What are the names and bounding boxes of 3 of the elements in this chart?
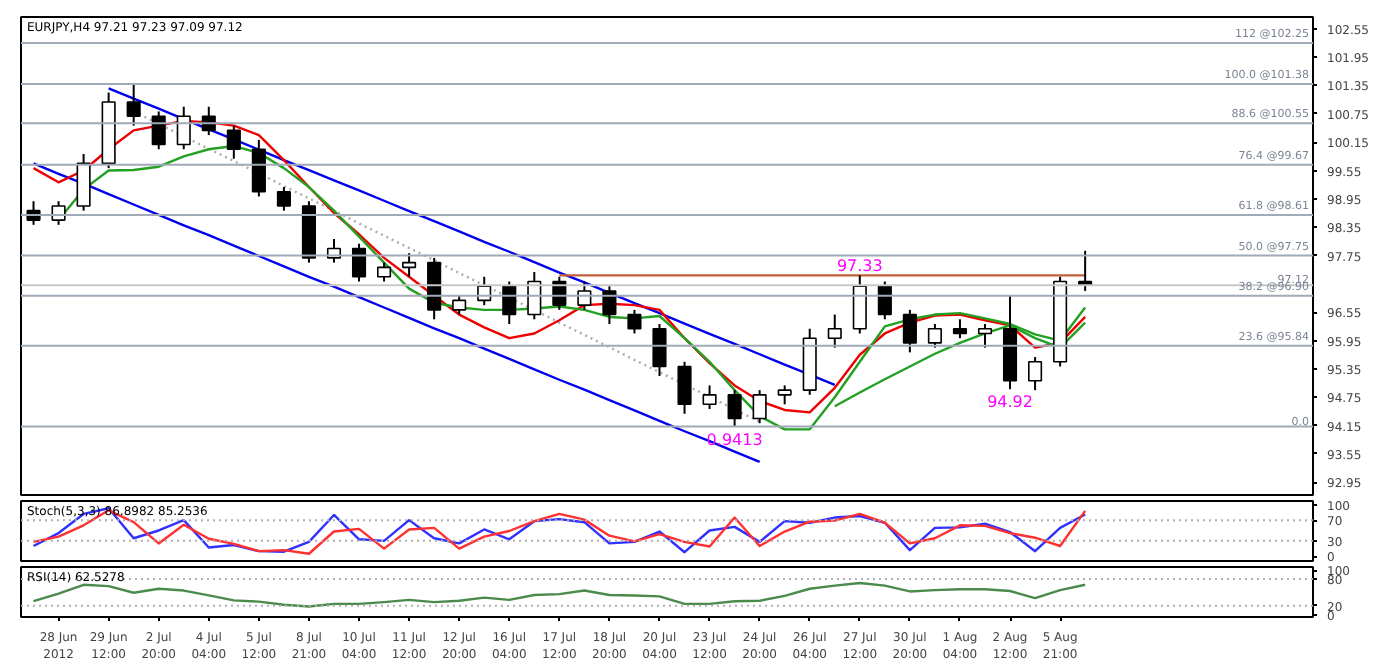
annotation: 94.92 xyxy=(987,393,1033,412)
annotation: 0.9413 xyxy=(706,430,763,449)
annotation: 97.33 xyxy=(836,257,883,276)
